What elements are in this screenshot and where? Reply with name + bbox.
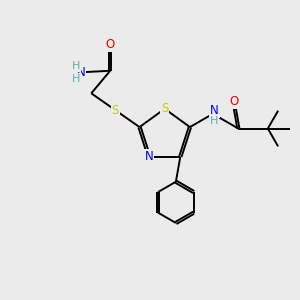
Text: N: N (210, 104, 219, 117)
Text: O: O (229, 95, 239, 108)
Text: S: S (161, 102, 168, 115)
Text: H: H (72, 74, 80, 84)
Text: H: H (72, 61, 80, 71)
Text: N: N (76, 66, 85, 79)
Text: N: N (145, 150, 154, 163)
Text: H: H (210, 116, 218, 126)
Text: O: O (106, 38, 115, 51)
Text: S: S (112, 104, 119, 117)
